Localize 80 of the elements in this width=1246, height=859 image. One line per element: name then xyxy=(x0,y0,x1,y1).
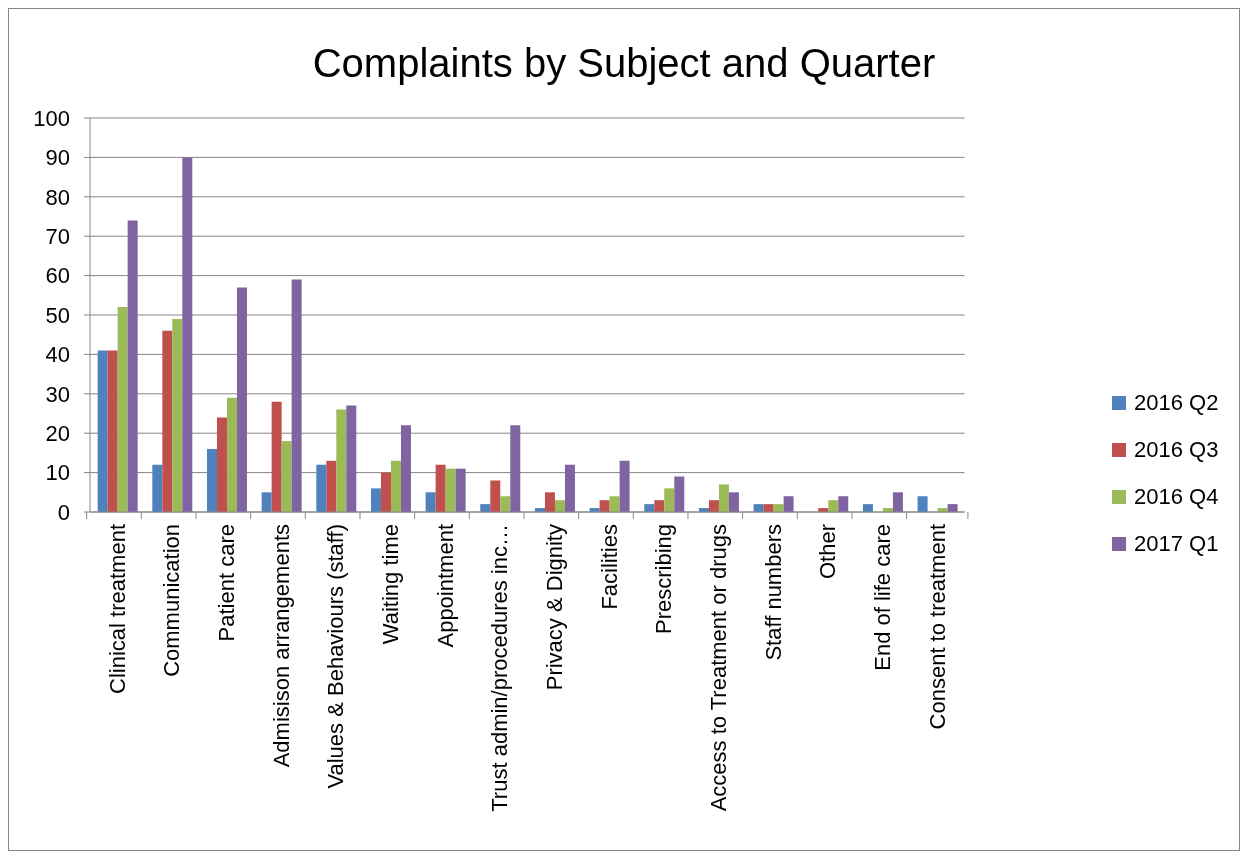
bar xyxy=(206,448,217,512)
x-tick-label: Patient care xyxy=(214,524,240,642)
x-tick-label: Clinical treatment xyxy=(104,524,130,694)
x-tick-label: Privacy & Dignity xyxy=(542,524,568,691)
y-tick-label: 10 xyxy=(45,460,70,486)
y-tick-label: 30 xyxy=(45,381,70,407)
y-tick-label: 60 xyxy=(45,263,70,289)
x-tick-label: Communication xyxy=(159,524,185,677)
bar xyxy=(370,488,381,512)
y-tick-label: 90 xyxy=(45,145,70,171)
bar xyxy=(281,441,292,512)
legend-label: 2016 Q4 xyxy=(1133,483,1219,509)
y-tick-label: 100 xyxy=(33,105,70,131)
bar xyxy=(400,425,411,512)
bar xyxy=(783,496,794,512)
bar xyxy=(554,500,565,512)
bar xyxy=(564,464,575,512)
bar xyxy=(390,460,401,512)
bar xyxy=(609,496,620,512)
legend-label: 2016 Q3 xyxy=(1133,436,1219,462)
bar xyxy=(117,307,128,512)
bar xyxy=(544,492,555,512)
bar xyxy=(728,492,739,512)
bar xyxy=(838,496,849,512)
bar xyxy=(599,500,610,512)
x-tick-label: Staff numbers xyxy=(760,524,786,661)
x-tick-label: Waiting time xyxy=(378,524,404,645)
bar xyxy=(326,460,337,512)
bar xyxy=(445,468,456,512)
bar xyxy=(172,318,183,512)
bar xyxy=(619,460,630,512)
x-tick-label: Admisison arrangements xyxy=(268,524,294,768)
y-tick-label: 40 xyxy=(45,342,70,368)
bar xyxy=(510,425,521,512)
bar xyxy=(261,492,272,512)
bar xyxy=(162,330,173,512)
x-tick-label: Access to Treatment or drugs xyxy=(706,524,732,812)
x-tick-label: Consent to treatment xyxy=(924,524,950,730)
x-tick-label: Prescribing xyxy=(651,524,677,635)
bar xyxy=(291,279,302,512)
bar xyxy=(127,220,138,512)
bar xyxy=(236,287,247,512)
x-tick-label: End of life care xyxy=(870,524,896,671)
bar xyxy=(107,350,118,512)
bar xyxy=(346,405,357,512)
bar xyxy=(708,500,719,512)
y-tick-label: 20 xyxy=(45,421,70,447)
x-tick-label: Values & Behaviours (staff) xyxy=(323,524,349,789)
bar xyxy=(892,492,903,512)
bar xyxy=(425,492,436,512)
bar xyxy=(97,350,108,512)
y-tick-label: 0 xyxy=(57,499,70,525)
x-tick-label: Appointment xyxy=(432,524,458,648)
bar xyxy=(917,496,928,512)
bar xyxy=(828,500,839,512)
y-tick-label: 50 xyxy=(45,302,70,328)
legend-label: 2017 Q1 xyxy=(1133,530,1219,556)
bar xyxy=(718,484,729,512)
bar xyxy=(316,464,327,512)
bar xyxy=(435,464,446,512)
x-tick-label: Facilities xyxy=(596,524,622,610)
bar xyxy=(500,496,511,512)
x-tick-label: Other xyxy=(815,524,841,580)
bar xyxy=(271,401,282,512)
bar xyxy=(380,472,391,512)
bar xyxy=(455,468,466,512)
bar xyxy=(654,500,665,512)
legend-label: 2016 Q2 xyxy=(1133,389,1219,415)
bar xyxy=(674,476,685,512)
bar xyxy=(152,464,163,512)
bar xyxy=(664,488,675,512)
bar xyxy=(336,409,347,512)
bar xyxy=(226,397,237,512)
chart-title: Complaints by Subject and Quarter xyxy=(311,40,937,87)
y-tick-label: 80 xyxy=(45,184,70,210)
bar xyxy=(490,480,501,512)
x-tick-label: Trust admin/procedures inc… xyxy=(487,524,513,812)
y-tick-label: 70 xyxy=(45,224,70,250)
bar xyxy=(216,417,227,512)
bar xyxy=(182,157,193,512)
